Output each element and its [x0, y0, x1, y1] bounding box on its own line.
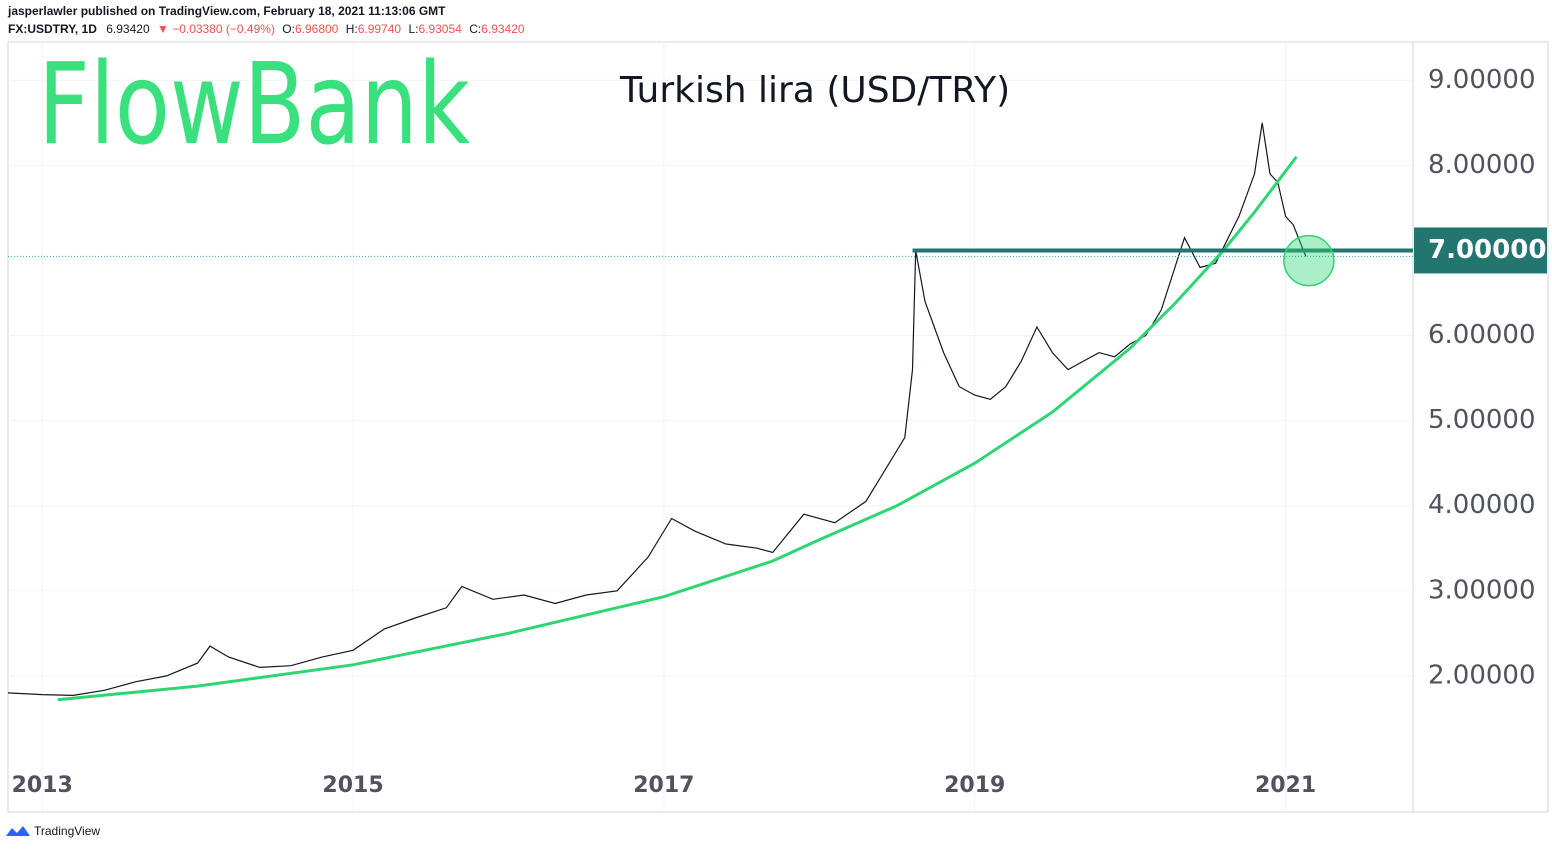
price: 6.93420: [106, 22, 150, 36]
publisher: jasperlawler published on TradingView.co…: [7, 4, 446, 18]
y-tick-label: 3.00000: [1428, 575, 1536, 605]
x-tick-label: 2019: [944, 773, 1005, 798]
l-value: 6.93054: [418, 22, 462, 36]
y-tick-label: 4.00000: [1428, 490, 1536, 520]
price-line: [7, 122, 1307, 697]
chart-title: Turkish lira (USD/TRY): [619, 70, 1010, 111]
plot: [7, 122, 1413, 702]
trend-curve: [57, 155, 1298, 702]
logo: FlowBank: [38, 40, 470, 170]
h-value: 6.99740: [358, 22, 402, 36]
y-tick-label: 5.00000: [1428, 405, 1536, 435]
h-label: H:: [346, 22, 358, 36]
o-label: O:: [282, 22, 295, 36]
frame: [7, 41, 1549, 813]
axes: 2.00000 3.00000 4.00000 5.00000 6.00000 8.000…: [12, 65, 1547, 798]
y-tick-label: 8.00000: [1428, 150, 1536, 180]
l-label: L:: [408, 22, 418, 36]
symbol: FX:USDTRY, 1D: [8, 22, 97, 36]
x-tick-label: 2015: [322, 773, 383, 798]
ohlc-line: FX:USDTRY, 1D 6.93420 ▼ −0.03380 (−0.49%…: [8, 22, 525, 36]
change: ▼ −0.03380 (−0.49%): [157, 22, 275, 36]
o-value: 6.96800: [295, 22, 339, 36]
x-tick-label: 2017: [633, 773, 694, 798]
c-value: 6.93420: [481, 22, 525, 36]
hline-label: 7.00000: [1428, 235, 1546, 265]
tv-icon: [6, 826, 30, 836]
hline-label-box: [1414, 227, 1547, 274]
x-tick-label: 2013: [12, 773, 73, 798]
y-tick-label: 6.00000: [1428, 320, 1536, 350]
footer: TradingView: [34, 824, 100, 838]
y-tick-label: 9.00000: [1428, 65, 1536, 95]
highlight-marker: [1283, 234, 1335, 287]
c-label: C:: [469, 22, 481, 36]
x-tick-label: 2021: [1255, 773, 1316, 798]
y-tick-label: 2.00000: [1428, 660, 1536, 690]
